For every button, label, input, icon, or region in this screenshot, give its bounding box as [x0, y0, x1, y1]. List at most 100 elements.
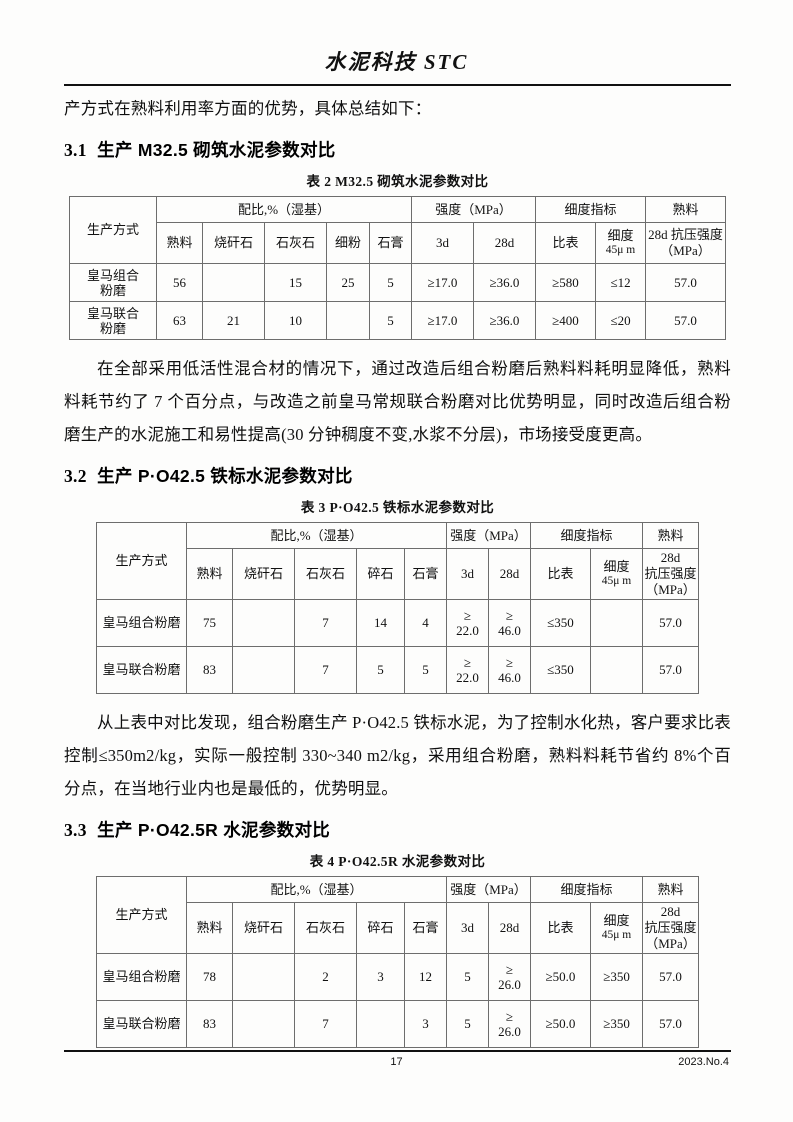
th-28d: 28d — [488, 548, 531, 600]
th-group-clinker: 熟料 — [642, 876, 700, 903]
table-row: 熟料 烧矸石 石灰石 碎石 石膏 3d 28d 比表 细度 45μ m 28d … — [96, 902, 700, 954]
th-crushed-stone: 碎石 — [355, 902, 405, 954]
document-body: 产方式在熟料利用率方面的优势，具体总结如下： 3.1 生产 M32.5 砌筑水泥… — [64, 92, 731, 1048]
cell-method: 皇马组合粉磨 — [95, 953, 187, 1001]
cell-clinker: 83 — [185, 646, 233, 694]
cell-limestone: 15 — [263, 263, 327, 302]
th-group-ratio: 配比,%（湿基） — [155, 196, 413, 223]
section-heading-3-2: 3.2 生产 P·O42.5 铁标水泥参数对比 — [64, 463, 731, 488]
th-specific-surface: 比表 — [535, 222, 596, 264]
cell-3d-op: ≥ — [463, 608, 472, 623]
cell-gypsum: 3 — [403, 1000, 448, 1048]
cell-clinker-28d: 57.0 — [642, 599, 700, 647]
cell-3d: 5 — [446, 1000, 489, 1048]
footer-issue: 2023.No.4 — [678, 1056, 729, 1068]
cell-specific-surface: ≥580 — [535, 263, 596, 302]
cell-28d-value: 46.0 — [498, 623, 521, 638]
cell-limestone: 2 — [293, 953, 357, 1001]
table3-caption: 表 3 P·O42.5 铁标水泥参数对比 — [300, 500, 495, 515]
cell-28d-value: 26.0 — [498, 977, 521, 992]
cell-burnt-gangue: 21 — [201, 301, 265, 340]
cell-gypsum: 5 — [403, 646, 448, 694]
table-row: 皇马联合粉磨 83 7 3 5 ≥ 26.0 ≥50.0 ≥350 57.0 — [95, 1000, 700, 1048]
cell-burnt-gangue — [231, 1000, 295, 1048]
th-group-strength: 强度（MPa） — [446, 522, 531, 549]
cell-method-line1: 皇马组合 — [86, 267, 139, 283]
section-title-3-1: 生产 M32.5 砌筑水泥参数对比 — [97, 140, 336, 160]
th-fine-powder: 细粉 — [325, 222, 370, 264]
th-3d: 3d — [446, 902, 489, 954]
cell-crushed-stone: 3 — [355, 953, 405, 1001]
th-group-ratio: 配比,%（湿基） — [185, 876, 448, 903]
th-clinker: 熟料 — [185, 548, 233, 600]
cell-3d-value: 22.0 — [456, 623, 479, 638]
cell-28d: ≥36.0 — [473, 301, 536, 340]
th-fineness-45: 细度 45μ m — [589, 902, 644, 954]
th-fineness-45: 细度 45μ m — [589, 548, 644, 600]
cell-method: 皇马组合 粉磨 — [68, 263, 157, 302]
cell-fineness-45 — [589, 646, 644, 694]
th-limestone: 石灰石 — [293, 902, 357, 954]
cell-28d: ≥ 46.0 — [488, 646, 531, 694]
cell-3d: 5 — [446, 953, 489, 1001]
th-28d: 28d — [488, 902, 531, 954]
cell-burnt-gangue — [231, 599, 295, 647]
cell-28d: ≥ 26.0 — [488, 953, 531, 1001]
th-gypsum: 石膏 — [403, 548, 448, 600]
cell-crushed-stone: 14 — [355, 599, 405, 647]
th-burnt-gangue: 烧矸石 — [201, 222, 265, 264]
cell-burnt-gangue — [201, 263, 265, 302]
footer-page-number: 17 — [390, 1056, 403, 1068]
table-po425r-cement: 生产方式 配比,%（湿基） 强度（MPa） 细度指标 熟料 熟料 烧矸石 石灰石… — [95, 876, 700, 1048]
cell-fine-powder — [325, 301, 370, 340]
cell-method: 皇马联合粉磨 — [95, 1000, 187, 1048]
th-limestone: 石灰石 — [263, 222, 327, 264]
th-fineness-45-line2: 45μ m — [601, 929, 632, 941]
cell-28d-op: ≥ — [505, 962, 514, 977]
table-po425-railway-cement: 生产方式 配比,%（湿基） 强度（MPa） 细度指标 熟料 熟料 烧矸石 石灰石… — [95, 522, 700, 694]
cell-limestone: 7 — [293, 646, 357, 694]
cell-specific-surface: ≥50.0 — [530, 1000, 591, 1048]
table-row: 皇马联合 粉磨 63 21 10 5 ≥17.0 ≥36.0 ≥400 ≤20 … — [68, 301, 727, 340]
cell-fineness-45: ≤20 — [594, 301, 647, 340]
paragraph-after-table2: 在全部采用低活性混合材的情况下，通过改造后组合粉磨后熟料料耗明显降低，熟料料耗节… — [64, 359, 731, 444]
th-method: 生产方式 — [95, 522, 187, 600]
cell-specific-surface: ≤350 — [530, 599, 591, 647]
cell-3d: ≥ 22.0 — [446, 599, 489, 647]
cell-method-line2: 粉磨 — [99, 320, 126, 336]
section-heading-3-1: 3.1 生产 M32.5 砌筑水泥参数对比 — [64, 137, 731, 162]
th-fineness-45-line2: 45μ m — [601, 575, 632, 587]
section-number-3-1: 3.1 — [64, 140, 87, 160]
th-limestone: 石灰石 — [293, 548, 357, 600]
cell-3d: ≥ 22.0 — [446, 646, 489, 694]
cell-clinker-28d: 57.0 — [642, 646, 700, 694]
cell-28d-op: ≥ — [505, 655, 514, 670]
cell-method: 皇马组合粉磨 — [95, 599, 187, 647]
cell-crushed-stone: 5 — [355, 646, 405, 694]
table-row: 皇马组合 粉磨 56 15 25 5 ≥17.0 ≥36.0 ≥580 ≤12 … — [68, 263, 727, 302]
th-fineness-45: 细度 45μ m — [594, 222, 647, 264]
cell-28d-value: 26.0 — [498, 1024, 521, 1039]
th-3d: 3d — [411, 222, 474, 264]
th-specific-surface: 比表 — [530, 902, 591, 954]
th-group-clinker: 熟料 — [642, 522, 700, 549]
th-method: 生产方式 — [68, 196, 157, 264]
cell-28d: ≥ 46.0 — [488, 599, 531, 647]
footer-rule — [64, 1050, 731, 1052]
cell-clinker-28d: 57.0 — [642, 953, 700, 1001]
table2-caption: 表 2 M32.5 砌筑水泥参数对比 — [306, 174, 489, 189]
cell-clinker-28d: 57.0 — [645, 263, 727, 302]
table-row: 生产方式 配比,%（湿基） 强度（MPa） 细度指标 熟料 — [95, 522, 700, 600]
th-fineness-45-line1: 细度 — [607, 228, 634, 243]
table-row: 生产方式 配比,%（湿基） 强度（MPa） 细度指标 熟料 — [68, 196, 727, 264]
section-number-3-3: 3.3 — [64, 820, 87, 840]
cell-method: 皇马联合 粉磨 — [68, 301, 157, 340]
cell-28d-value: 46.0 — [498, 670, 521, 685]
paragraph-after-table3: 从上表中对比发现，组合粉磨生产 P·O42.5 铁标水泥，为了控制水化热，客户要… — [64, 713, 731, 798]
cell-burnt-gangue — [231, 646, 295, 694]
th-gypsum: 石膏 — [403, 902, 448, 954]
th-clinker-28d-strength: 28d 抗压强度（MPa） — [642, 902, 700, 954]
cell-fineness-45: ≥350 — [589, 953, 644, 1001]
th-group-strength: 强度（MPa） — [446, 876, 531, 903]
